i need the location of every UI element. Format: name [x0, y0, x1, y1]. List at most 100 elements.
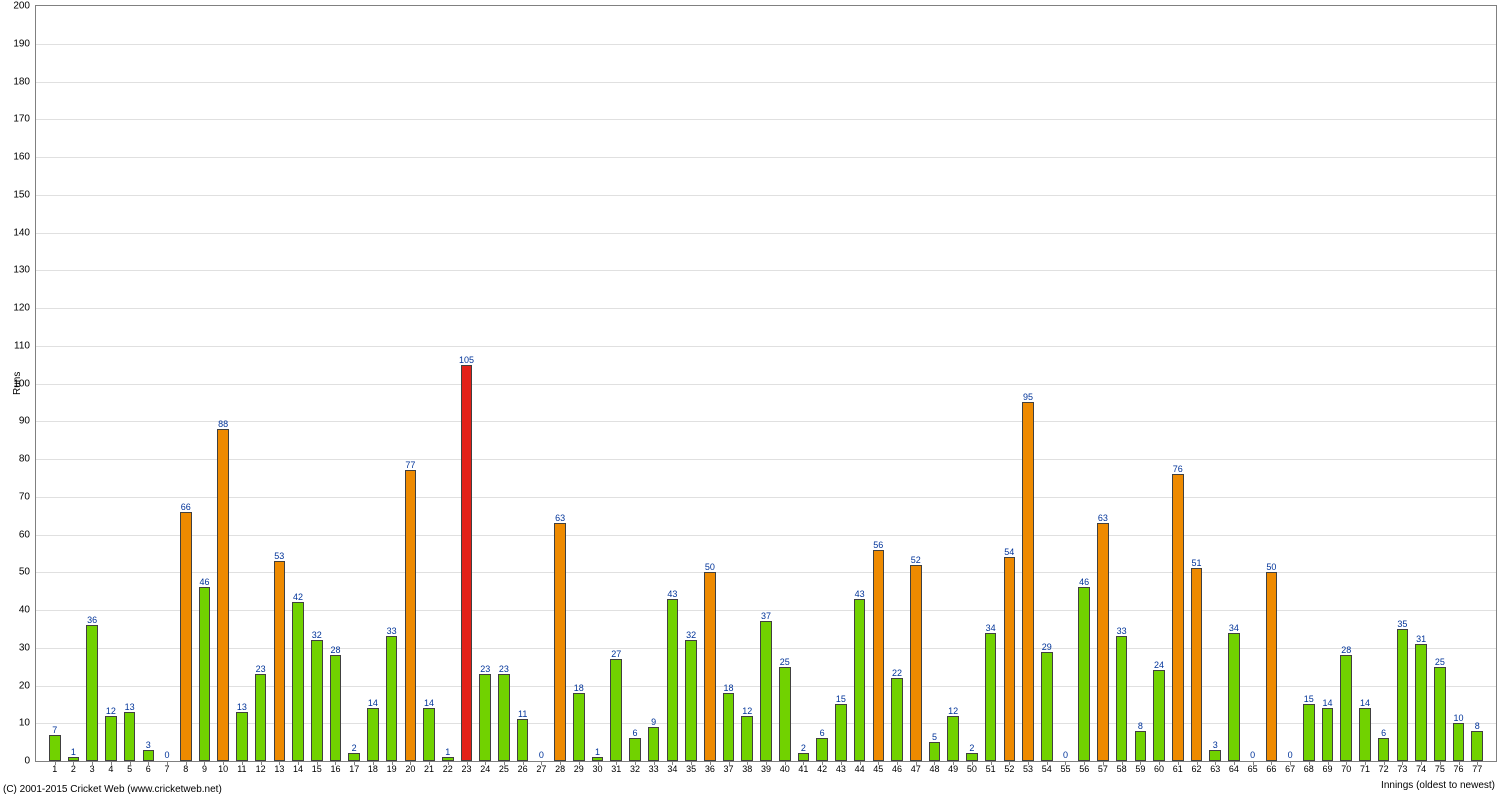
xtick-label: 55 [1060, 761, 1070, 774]
bar: 22 [891, 678, 903, 761]
bar: 52 [910, 565, 922, 761]
xtick-label: 2 [71, 761, 76, 774]
bar: 66 [180, 512, 192, 761]
xtick-label: 70 [1341, 761, 1351, 774]
xtick-label: 22 [443, 761, 453, 774]
xtick-label: 10 [218, 761, 228, 774]
xtick-label: 69 [1323, 761, 1333, 774]
bar: 51 [1191, 568, 1203, 761]
xtick-label: 17 [349, 761, 359, 774]
bar: 33 [1116, 636, 1128, 761]
bar: 25 [779, 667, 791, 761]
xtick-label: 31 [611, 761, 621, 774]
bar: 12 [741, 716, 753, 761]
bar: 31 [1415, 644, 1427, 761]
xtick-label: 8 [183, 761, 188, 774]
bar-value-label: 43 [667, 589, 677, 600]
bar: 2 [966, 753, 978, 761]
bar: 23 [255, 674, 267, 761]
bar-value-label: 34 [986, 623, 996, 634]
bar: 28 [1340, 655, 1352, 761]
bar-value-label: 33 [1117, 626, 1127, 637]
bar-value-label: 0 [165, 750, 170, 761]
ytick-label: 30 [19, 642, 36, 653]
bar: 27 [610, 659, 622, 761]
gridline [36, 233, 1496, 234]
bar: 8 [1471, 731, 1483, 761]
xtick-label: 75 [1435, 761, 1445, 774]
bar-value-label: 2 [352, 743, 357, 754]
gridline [36, 421, 1496, 422]
bar-value-label: 2 [801, 743, 806, 754]
bar-value-label: 95 [1023, 392, 1033, 403]
xtick-label: 59 [1135, 761, 1145, 774]
bar: 23 [479, 674, 491, 761]
xtick-label: 54 [1042, 761, 1052, 774]
xtick-label: 30 [593, 761, 603, 774]
gridline [36, 195, 1496, 196]
bar-value-label: 0 [1250, 750, 1255, 761]
bar-value-label: 31 [1416, 634, 1426, 645]
xtick-label: 77 [1472, 761, 1482, 774]
bar-value-label: 50 [705, 562, 715, 573]
gridline [36, 384, 1496, 385]
bar-value-label: 6 [632, 728, 637, 739]
bar: 14 [1322, 708, 1334, 761]
bar: 14 [367, 708, 379, 761]
xtick-label: 37 [724, 761, 734, 774]
bar-value-label: 14 [424, 698, 434, 709]
bar-value-label: 14 [368, 698, 378, 709]
ytick-label: 80 [19, 454, 36, 465]
bar-value-label: 29 [1042, 642, 1052, 653]
bar: 15 [835, 704, 847, 761]
bar-value-label: 37 [761, 611, 771, 622]
runs-chart: 0102030405060708090100110120130140150160… [0, 0, 1500, 800]
ytick-label: 170 [13, 114, 36, 125]
bar: 88 [217, 429, 229, 761]
ytick-label: 10 [19, 718, 36, 729]
xtick-label: 41 [798, 761, 808, 774]
ytick-label: 200 [13, 1, 36, 12]
bar-value-label: 63 [555, 513, 565, 524]
bar-value-label: 13 [125, 702, 135, 713]
xtick-label: 45 [873, 761, 883, 774]
xtick-label: 1 [52, 761, 57, 774]
ytick-label: 130 [13, 265, 36, 276]
bar: 18 [573, 693, 585, 761]
bar: 14 [423, 708, 435, 761]
bar: 6 [629, 738, 641, 761]
xtick-label: 62 [1191, 761, 1201, 774]
xtick-label: 33 [649, 761, 659, 774]
bar: 33 [386, 636, 398, 761]
xtick-label: 65 [1248, 761, 1258, 774]
xtick-label: 5 [127, 761, 132, 774]
bar: 2 [348, 753, 360, 761]
xtick-label: 47 [911, 761, 921, 774]
bar: 8 [1135, 731, 1147, 761]
bar: 95 [1022, 402, 1034, 761]
xtick-label: 20 [405, 761, 415, 774]
bar: 12 [947, 716, 959, 761]
xtick-label: 39 [761, 761, 771, 774]
xtick-label: 13 [274, 761, 284, 774]
xtick-label: 21 [424, 761, 434, 774]
xtick-label: 76 [1454, 761, 1464, 774]
xtick-label: 73 [1397, 761, 1407, 774]
bar: 42 [292, 602, 304, 761]
xtick-label: 24 [480, 761, 490, 774]
gridline [36, 119, 1496, 120]
bar: 5 [929, 742, 941, 761]
bar: 14 [1359, 708, 1371, 761]
ytick-label: 70 [19, 491, 36, 502]
bar-value-label: 0 [1063, 750, 1068, 761]
xtick-label: 6 [146, 761, 151, 774]
plot-area: 0102030405060708090100110120130140150160… [35, 5, 1497, 762]
bar-value-label: 11 [518, 709, 527, 720]
xtick-label: 36 [705, 761, 715, 774]
bar-value-label: 1 [595, 747, 600, 758]
ytick-label: 150 [13, 189, 36, 200]
bar: 77 [405, 470, 417, 761]
bar-value-label: 2 [969, 743, 974, 754]
bar-value-label: 23 [499, 664, 509, 675]
xtick-label: 12 [256, 761, 266, 774]
